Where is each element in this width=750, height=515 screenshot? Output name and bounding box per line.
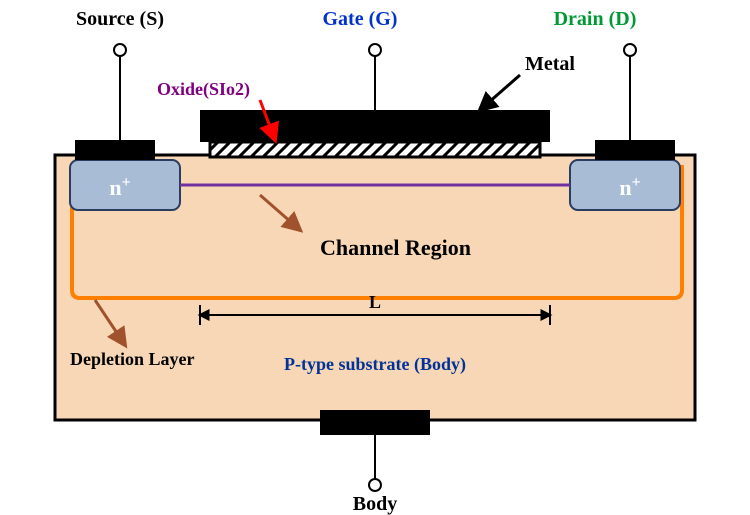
gate-label: Gate (G): [323, 8, 398, 30]
oxide-layer: [210, 142, 540, 157]
drain-contact: [595, 140, 675, 160]
body-contact: [320, 410, 430, 435]
metal-arrow: [480, 75, 520, 110]
body-label: Body: [353, 493, 397, 515]
gate-terminal: [369, 44, 381, 56]
body-terminal: [369, 479, 381, 491]
source-label: Source (S): [76, 8, 164, 30]
source-contact: [75, 140, 155, 160]
metal-label: Metal: [525, 53, 575, 75]
oxide-label: Oxide(SIo2): [157, 79, 250, 100]
substrate-label: P-type substrate (Body): [284, 354, 466, 375]
mosfet-cross-section: Source (S) Gate (G) Drain (D) Oxide(SIo2…: [0, 0, 750, 515]
drain-label: Drain (D): [554, 8, 637, 30]
drain-terminal: [624, 44, 636, 56]
source-terminal: [114, 44, 126, 56]
depletion-label: Depletion Layer: [70, 349, 194, 369]
channel-label: Channel Region: [320, 235, 471, 260]
metal-gate-plate: [200, 110, 550, 142]
length-label: L: [369, 292, 381, 312]
